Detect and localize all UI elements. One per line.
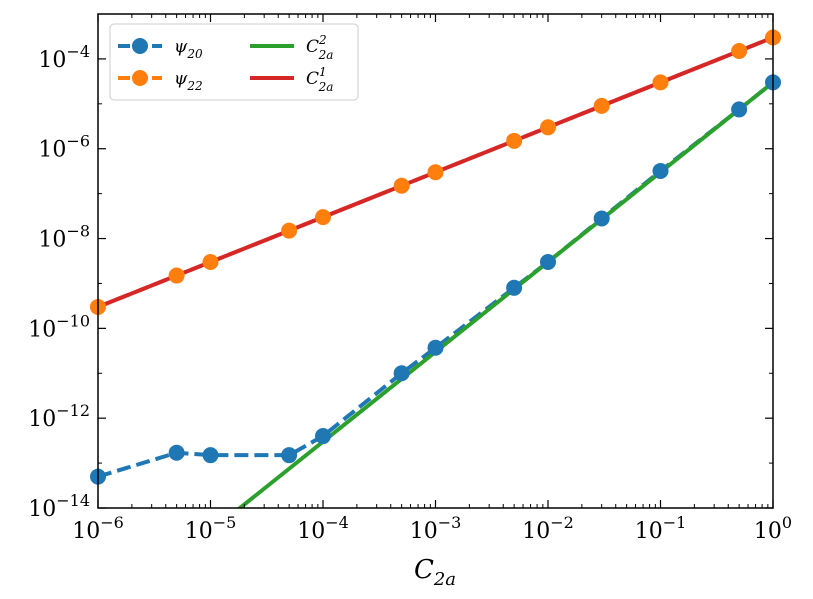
y-tick-label: 10−14	[28, 491, 90, 522]
data-point-1-4	[315, 209, 331, 226]
data-point-0-7	[506, 279, 523, 296]
legend-marker	[132, 70, 148, 86]
legend-label-sup: 2	[318, 33, 327, 47]
y-tick-exp: −6	[66, 132, 90, 151]
data-point-0-4	[315, 428, 331, 445]
x-tick-base: 10	[185, 519, 213, 544]
y-tick-exp: −8	[66, 222, 90, 241]
legend-item-0: ψ20	[118, 37, 203, 61]
legend-label-main: C	[306, 69, 319, 89]
legend-item-3: C1 2a	[250, 65, 333, 94]
x-tick-label: 10−4	[297, 513, 349, 544]
data-point-1-10	[652, 74, 669, 91]
y-tick-label: 10−12	[28, 401, 90, 432]
x-tick-base: 10	[297, 519, 325, 544]
data-point-0-9	[593, 210, 610, 227]
y-tick-label: 10−4	[38, 42, 90, 73]
data-point-1-2	[202, 254, 219, 271]
legend-label-sub: 22	[186, 79, 202, 93]
x-tick-base: 10	[635, 519, 663, 544]
x-tick-label: 10−6	[72, 513, 124, 544]
legend-label-sub: 2a	[318, 48, 334, 62]
x-axis-label-sub: 2a	[433, 569, 456, 590]
y-tick-exp: −12	[56, 401, 90, 420]
ticks-layer: 10−6 10−5 10−4 10−3 10−2 10−1 10010−1410−1210−…	[28, 14, 792, 544]
x-tick-exp: −2	[550, 513, 574, 532]
y-tick-label: 10−8	[38, 222, 90, 253]
x-tick-label: 10−3	[410, 513, 462, 544]
y-tick-base: 10	[38, 138, 66, 163]
legend-item-1: ψ22	[118, 69, 203, 93]
data-point-0-10	[652, 162, 669, 179]
legend-box	[109, 23, 359, 101]
legend-label-sub: 20	[186, 47, 203, 61]
x-tick-label: 100	[754, 513, 792, 544]
data-point-1-11	[731, 43, 748, 59]
x-axis-label-main: C	[414, 555, 434, 585]
x-tick-label: 10−1	[635, 513, 687, 544]
data-point-1-9	[593, 97, 610, 114]
data-point-0-3	[281, 447, 298, 464]
data-point-1-8	[540, 119, 556, 136]
legend-label: ψ20	[174, 37, 203, 61]
data-point-0-2	[202, 447, 219, 464]
legend-label: C1 2a	[306, 65, 333, 94]
y-tick-exp: −14	[56, 491, 90, 510]
x-tick-base: 10	[72, 519, 100, 544]
data-point-1-7	[506, 132, 523, 149]
data-point-0-1	[168, 444, 185, 461]
data-point-0-11	[731, 101, 748, 118]
legend-label: ψ22	[174, 69, 203, 93]
x-tick-base: 10	[410, 519, 438, 544]
markers-layer	[90, 29, 781, 485]
y-tick-base: 10	[28, 317, 56, 342]
x-tick-exp: −6	[100, 513, 124, 532]
data-point-1-1	[168, 267, 185, 284]
y-tick-label: 10−10	[28, 311, 90, 342]
data-point-0-5	[393, 365, 410, 382]
x-tick-base: 10	[754, 519, 782, 544]
legend-item-2: C2 2a	[250, 33, 333, 62]
data-point-1-5	[393, 177, 410, 194]
legend-marker	[132, 38, 148, 54]
y-tick-label: 10−6	[38, 132, 90, 163]
data-point-1-3	[281, 222, 298, 239]
x-tick-exp: −5	[213, 513, 237, 532]
y-tick-base: 10	[38, 48, 66, 73]
x-tick-label: 10−5	[185, 513, 237, 544]
legend-label-sub: 2a	[318, 80, 334, 94]
y-tick-base: 10	[38, 228, 66, 253]
legend-label-main: C	[306, 37, 319, 57]
x-tick-label: 10−2	[522, 513, 574, 544]
y-tick-exp: −4	[66, 42, 90, 61]
data-point-0-8	[540, 254, 556, 271]
x-tick-exp: −3	[438, 513, 462, 532]
y-tick-base: 10	[28, 407, 56, 432]
legend-label-sup: 1	[319, 65, 327, 79]
data-point-1-6	[427, 164, 444, 181]
x-tick-exp: 0	[782, 513, 792, 532]
legend-label-main: ψ	[174, 69, 188, 89]
x-axis-label: C2a	[414, 555, 456, 590]
y-tick-exp: −10	[56, 311, 90, 330]
data-point-0-6	[427, 339, 444, 356]
legend-label: C2 2a	[306, 33, 333, 62]
x-tick-exp: −4	[325, 513, 349, 532]
x-tick-base: 10	[522, 519, 550, 544]
x-tick-exp: −1	[663, 513, 687, 532]
legend-label-main: ψ	[174, 37, 188, 57]
y-tick-base: 10	[28, 497, 56, 522]
